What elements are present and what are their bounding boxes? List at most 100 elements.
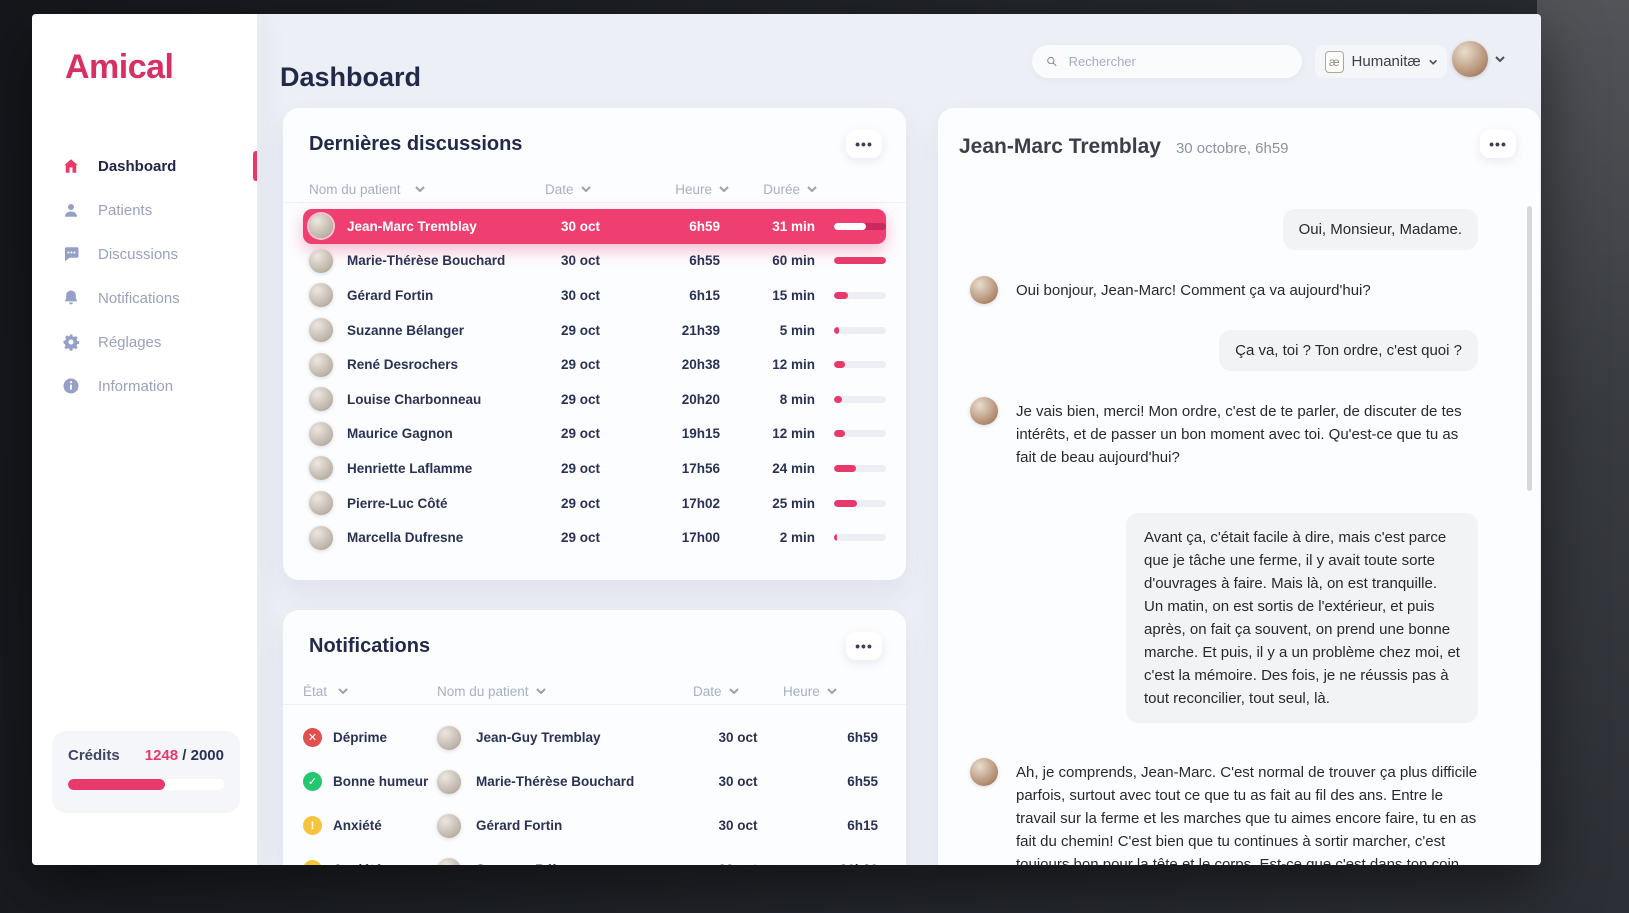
discussion-row[interactable]: Gérard Fortin 30 oct 6h15 15 min [303,278,886,313]
credits-label: Crédits [68,747,120,764]
discussion-row[interactable]: René Desrochers 29 oct 20h38 12 min [303,347,886,382]
duration-bar-fill [834,326,840,334]
page-title: Dashboard [280,62,422,93]
duration-bar-fill [834,430,846,438]
duration-bar-track [834,534,886,542]
credits-separator: / [182,747,187,764]
discussion-row[interactable]: Marcella Dufresne 29 oct 17h00 2 min [303,520,886,555]
chevron-down-icon [1428,59,1437,65]
sidebar-item-reglages[interactable]: Réglages [32,320,257,364]
duration-bar-track [834,291,886,299]
patient-avatar [309,352,333,377]
home-icon [61,156,81,176]
notification-row[interactable]: ✓ Bonne humeur Marie-Thérèse Bouchard 30 … [303,764,886,799]
duration-bar-track [834,499,886,507]
chevron-down-icon [414,186,425,192]
duration-bar-fill [834,361,846,369]
column-header[interactable]: Date [543,182,620,197]
notification-row[interactable]: ! Anxiété Gérard Fortin 30 oct 6h15 [303,808,886,843]
duration-bar-track [834,395,886,403]
language-badge: æ [1325,50,1344,73]
chat-message-patient: Ça va, toi ? Ton ordre, c'est quoi ? [970,330,1478,371]
duration-bar-fill [834,257,886,265]
discussion-row[interactable]: Suzanne Bélanger 29 oct 21h39 5 min [303,313,886,348]
language-selector[interactable]: æ Humanitæ [1315,45,1447,78]
chat-scrollbar[interactable] [1527,206,1532,491]
column-header[interactable]: Nom du patient [303,182,543,197]
discussions-title: Dernières discussions [309,132,523,155]
notifications-title: Notifications [309,634,431,657]
column-header[interactable]: Nom du patient [437,684,693,699]
duration-bar-fill [834,395,842,403]
discussion-row[interactable]: Henriette Laflamme 29 oct 17h56 24 min [303,451,886,486]
search-icon [1047,56,1057,67]
language-label: Humanitæ [1351,53,1421,70]
column-header[interactable]: État [303,684,437,699]
chat-patient-name: Jean-Marc Tremblay [959,135,1161,158]
column-header[interactable]: Date [693,684,783,699]
search-bar[interactable] [1032,45,1302,78]
chat-message-patient: Oui, Monsieur, Madame. [970,209,1478,250]
chevron-down-icon [827,688,837,694]
chat-datetime: 30 octobre, 6h59 [1175,140,1289,157]
patient-avatar [437,857,461,865]
chat-panel: Jean-Marc Tremblay 30 octobre, 6h59 ••• … [938,108,1540,865]
ellipsis-icon[interactable]: ••• [1480,130,1516,158]
profile-menu[interactable] [1452,41,1505,77]
discussion-row[interactable]: Louise Charbonneau 29 oct 20h20 8 min [303,382,886,417]
duration-bar-fill [834,534,838,542]
column-header[interactable]: Heure [620,182,735,197]
app-window: Amical Dashboard Patients Discussions No… [32,14,1541,865]
agent-avatar [970,276,998,304]
active-indicator [253,151,257,181]
sidebar-item-dashboard[interactable]: Dashboard [32,144,257,188]
chat-bubble-icon [61,244,81,264]
discussion-row[interactable]: Marie-Thérèse Bouchard 30 oct 6h55 60 mi… [303,244,886,279]
duration-bar-track [834,361,886,369]
patient-avatar [309,318,333,343]
credits-total: 2000 [190,747,224,764]
patient-avatar [309,525,333,550]
chat-message-agent: Oui bonjour, Jean-Marc! Comment ça va au… [970,276,1478,304]
ellipsis-icon[interactable]: ••• [846,130,882,158]
notification-row[interactable]: !Anxiété Suzanne Bélanger 29 oct 21h39 [303,852,886,865]
sidebar-item-discussions[interactable]: Discussions [32,232,257,276]
patient-avatar [309,283,333,308]
notifications-table: ✕ Déprime Jean-Guy Tremblay 30 oct 6h59 ✓… [283,705,906,865]
patient-avatar [309,491,333,516]
desktop-background [1537,0,1629,913]
column-header[interactable]: Durée [735,182,817,197]
discussion-row[interactable]: Pierre-Luc Côté 29 oct 17h02 25 min [303,486,886,521]
sidebar-item-patients[interactable]: Patients [32,188,257,232]
column-header[interactable]: Heure [783,684,886,699]
chevron-down-icon [535,688,546,694]
user-avatar [1452,41,1488,77]
exclamation-circle-icon: ! [303,860,322,865]
chat-message-agent: Je vais bien, merci! Mon ordre, c'est de… [970,397,1478,469]
duration-bar-fill [834,464,856,472]
sidebar-item-information[interactable]: Information [32,364,257,408]
ellipsis-icon[interactable]: ••• [846,632,882,660]
discussion-row[interactable]: Jean-Marc Tremblay 30 oct 6h59 31 min [303,209,886,244]
chevron-down-icon [580,186,591,192]
sidebar-item-notifications[interactable]: Notifications [32,276,257,320]
chevron-down-icon [728,688,739,694]
sidebar-nav: Dashboard Patients Discussions Notificat… [32,144,257,408]
notifications-card: Notifications ••• État Nom du patient Da… [283,610,906,865]
duration-bar-track [834,222,886,230]
patient-avatar [309,421,333,446]
patient-avatar [437,813,461,838]
chevron-down-icon [807,186,817,192]
gear-icon [61,332,81,352]
search-input[interactable] [1066,53,1288,70]
app-logo: Amical [65,48,174,86]
notification-row[interactable]: ✕ Déprime Jean-Guy Tremblay 30 oct 6h59 [303,720,886,755]
chevron-down-icon [719,186,729,192]
credits-progress-track [68,779,224,790]
chat-messages: Oui, Monsieur, Madame. Oui bonjour, Jean… [938,162,1540,865]
chevron-down-icon [338,688,348,694]
credits-value: 1248 / 2000 [145,747,224,764]
duration-bar-track [834,464,886,472]
credits-card: Crédits 1248 / 2000 [52,731,240,813]
discussion-row[interactable]: Maurice Gagnon 29 oct 19h15 12 min [303,417,886,452]
